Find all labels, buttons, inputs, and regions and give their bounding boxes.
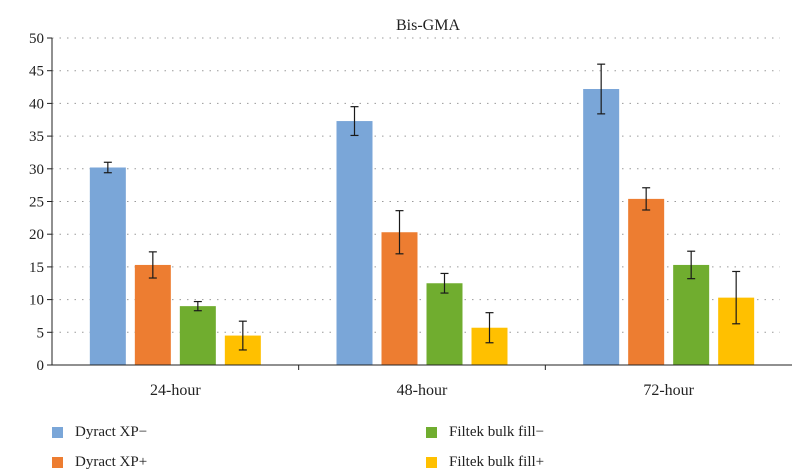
bar <box>336 121 373 365</box>
gridlines <box>52 37 780 333</box>
x-axis-ticks: 24-hour 48-hour 72-hour <box>150 365 695 399</box>
y-axis-ticks: 0 5 10 15 20 25 30 35 40 45 50 <box>29 31 52 374</box>
error-bars <box>103 63 741 351</box>
y-tick-label: 50 <box>29 31 44 47</box>
y-tick-label: 10 <box>29 293 44 309</box>
y-tick-label: 15 <box>29 260 44 276</box>
y-tick-label: 20 <box>29 227 44 243</box>
bar <box>673 264 710 365</box>
bars <box>89 89 755 366</box>
bar <box>628 198 665 365</box>
y-tick-label: 30 <box>29 162 44 178</box>
axes <box>51 38 792 366</box>
chart-title: Bis-GMA <box>396 17 460 34</box>
y-tick-label: 35 <box>29 129 44 145</box>
bar <box>134 264 171 365</box>
y-tick-label: 40 <box>29 96 44 112</box>
bar <box>426 283 463 365</box>
y-tick-label: 25 <box>29 195 44 211</box>
x-tick-label: 24-hour <box>150 382 201 399</box>
bar <box>179 306 216 365</box>
x-tick-label: 72-hour <box>643 382 694 399</box>
y-tick-label: 0 <box>37 358 45 374</box>
y-tick-label: 45 <box>29 64 44 80</box>
x-tick-label: 48-hour <box>397 382 448 399</box>
bar <box>583 89 620 366</box>
y-tick-label: 5 <box>37 325 45 341</box>
bar <box>89 167 126 365</box>
